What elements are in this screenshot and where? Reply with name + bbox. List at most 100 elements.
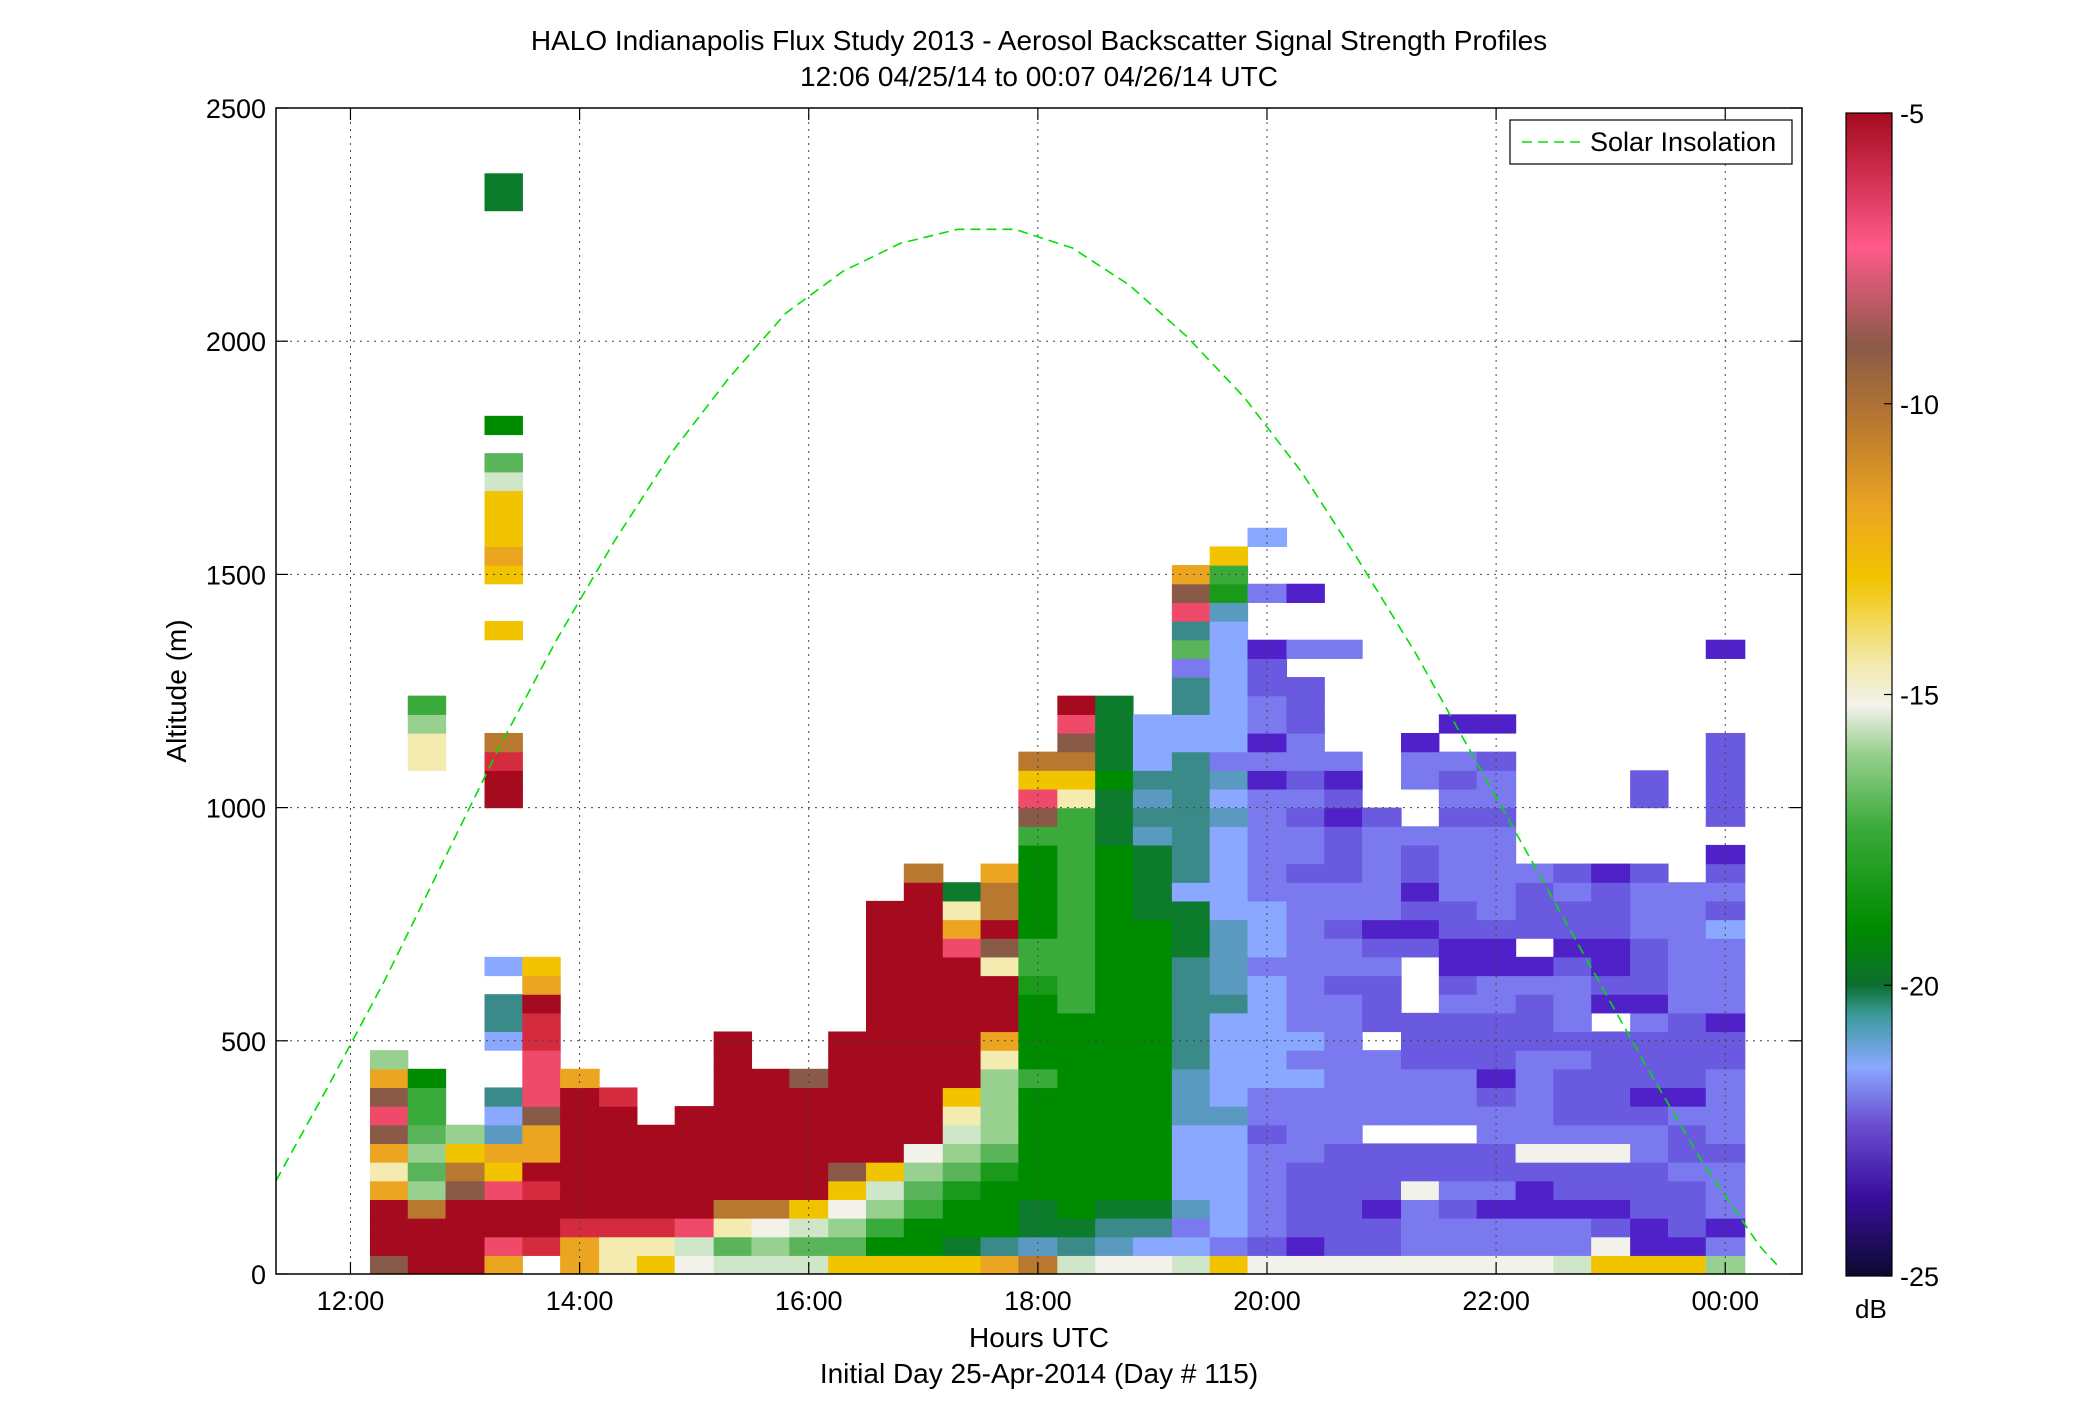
heatmap-cell [1476,807,1517,827]
heatmap-cell [1324,975,1363,995]
heatmap-cell [1515,1199,1554,1219]
heatmap-cell [522,1199,561,1219]
heatmap-cell [1438,788,1478,809]
heatmap-cell [484,509,523,529]
heatmap-cell [1476,751,1517,771]
heatmap-cell [1247,807,1288,827]
heatmap-cell [407,1218,447,1238]
heatmap-cell [1553,1050,1592,1070]
heatmap-cell [1018,1031,1058,1051]
heatmap-cell [1247,583,1288,603]
heatmap-cell [1095,1143,1134,1163]
heatmap-cell [674,1124,715,1145]
heatmap-cell [1401,1031,1440,1051]
heatmap-cell [1705,975,1746,995]
heatmap-cell [1553,1012,1592,1033]
heatmap-cell [1401,1162,1440,1182]
heatmap-cell [1171,1050,1211,1070]
heatmap-cell [484,1236,523,1256]
heatmap-cell [942,1162,982,1182]
heatmap-cell [599,1180,638,1200]
heatmap-cell [1209,1143,1249,1163]
heatmap-cell [1667,1218,1707,1238]
heatmap-cell [1286,826,1325,846]
heatmap-cell [1705,639,1746,659]
heatmap-cell [1630,1087,1669,1107]
heatmap-cell [445,1236,486,1256]
heatmap-cell [1286,882,1325,902]
heatmap-cell [1401,1068,1440,1089]
heatmap-cell [1362,1255,1402,1274]
heatmap-cell [522,1143,561,1163]
heatmap-cell [1438,1236,1478,1256]
heatmap-cell [903,938,944,958]
heatmap-cell [980,919,1019,939]
heatmap-cell [866,1143,905,1163]
heatmap-cell [789,1199,829,1219]
heatmap-cell [1286,1180,1325,1200]
heatmap-cell [1018,1162,1058,1182]
heatmap-cell [1095,1087,1134,1107]
heatmap-cell [903,1255,944,1274]
heatmap-cell [1132,1255,1173,1274]
heatmap-cell [1362,1143,1402,1163]
heatmap-cell [1247,751,1288,771]
heatmap-cell [1286,1162,1325,1182]
heatmap-cell [1438,1255,1478,1274]
heatmap-cell [1591,1124,1631,1145]
heatmap-cell [1132,770,1173,790]
heatmap-cell [1476,919,1517,939]
heatmap-cell [1324,938,1363,958]
heatmap-cell [1171,900,1211,921]
heatmap-cell [942,1180,982,1200]
heatmap-cell [484,732,523,753]
heatmap-cell [866,1106,905,1126]
heatmap-cell [674,1106,715,1126]
heatmap-cell [1515,1143,1554,1163]
heatmap-cell [1132,919,1173,939]
heatmap-cell [828,1199,867,1219]
heatmap-cell [1705,770,1746,790]
heatmap-cell [1057,975,1096,995]
heatmap-cell [636,1162,676,1182]
heatmap-cell [1362,1199,1402,1219]
heatmap-cell [1209,1124,1249,1145]
heatmap-cell [484,527,523,548]
heatmap-cell [1057,770,1096,790]
heatmap-cell [866,994,905,1014]
heatmap-cell [1057,1124,1096,1145]
heatmap-cell [1209,1180,1249,1200]
heatmap-cell [1209,546,1249,566]
heatmap-cell [942,1068,982,1089]
heatmap-cell [1209,770,1249,790]
heatmap-cell [1286,975,1325,995]
heatmap-cell [560,1106,600,1126]
heatmap-cell [369,1124,409,1145]
heatmap-cell [1705,807,1746,827]
heatmap-cell [980,1106,1019,1126]
heatmap-cell [484,490,523,510]
heatmap-cell [1515,1050,1554,1070]
heatmap-cell [866,975,905,995]
heatmap-cell [1438,956,1478,977]
heatmap-cell [903,1199,944,1219]
heatmap-cell [1171,807,1211,827]
heatmap-cell [942,1255,982,1274]
heatmap-cell [1247,1087,1288,1107]
heatmap-cell [1630,1162,1669,1182]
heatmap-cell [1132,994,1173,1014]
heatmap-cell [1667,1162,1707,1182]
heatmap-cell [599,1087,638,1107]
heatmap-cell [1057,1050,1096,1070]
heatmap-cell [674,1236,715,1256]
heatmap-cell [751,1106,790,1126]
heatmap-cell [1515,1218,1554,1238]
heatmap-cell [1018,751,1058,771]
heatmap-cell [1667,1031,1707,1051]
heatmap-cell [1401,1012,1440,1033]
heatmap-cell [1057,956,1096,977]
heatmap-cell [1057,919,1096,939]
heatmap-cell [1095,1236,1134,1256]
heatmap-cell [942,1143,982,1163]
heatmap-cell [1057,1199,1096,1219]
